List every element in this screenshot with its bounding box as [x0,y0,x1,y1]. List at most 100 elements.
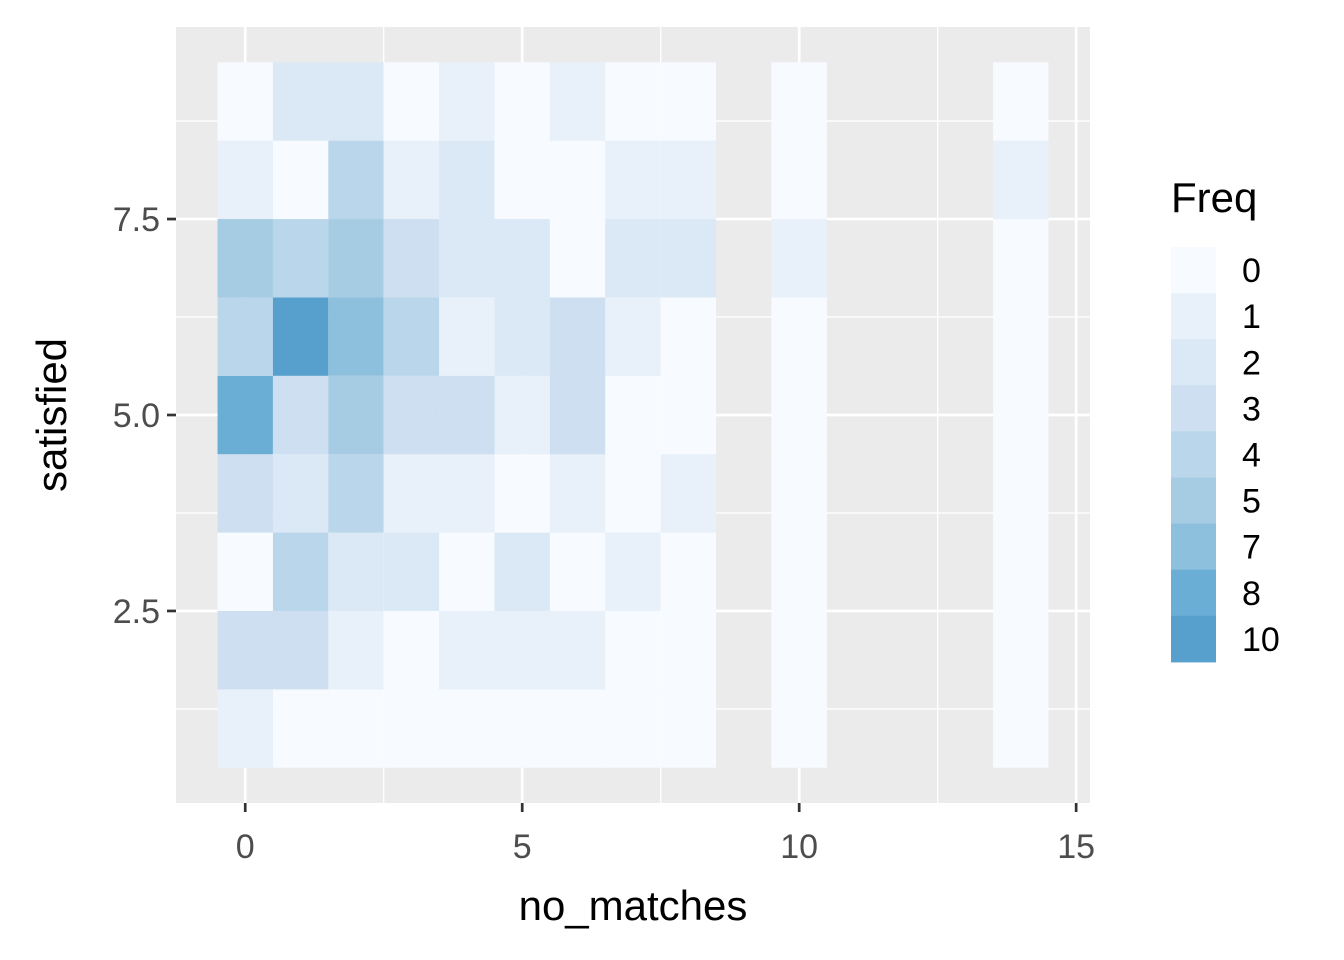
heatmap-cell [328,454,384,533]
heatmap-cell [272,297,329,376]
heatmap-cell [494,62,550,141]
heatmap-cell [272,610,329,690]
heatmap-cell [494,219,550,298]
heatmap-cell [328,610,384,690]
heatmap-cell [217,532,273,611]
heatmap-cell [439,689,495,768]
heatmap-cell [439,219,495,298]
heatmap-cell [494,140,550,220]
heatmap-cell [383,140,440,220]
legend-key [1171,569,1216,617]
heatmap-cell [771,454,827,533]
heatmap-cell [217,62,273,141]
heatmap-cell [383,610,440,690]
heatmap-cell [272,140,329,220]
heatmap-cell [549,610,606,690]
heatmap-cell [272,454,329,533]
heatmap-cell [439,140,495,220]
heatmap-cell [549,375,606,455]
heatmap-cell [660,219,717,298]
y-tick-label: 5.0 [113,397,160,435]
heatmap-cell [771,140,827,220]
heatmap-cell [549,689,606,768]
legend-key [1171,293,1216,340]
heatmap-cell [383,454,440,533]
heatmap-cell [328,219,384,298]
heatmap-cell [771,219,827,298]
heatmap-cell [439,375,495,455]
heatmap-cell [217,689,273,768]
heatmap-cell [439,297,495,376]
heatmap-cell [494,689,550,768]
heatmap-cell [605,62,661,141]
heatmap-cell [217,610,273,690]
legend-keys: 0 1 2 3 4 5 7 8 10 [1171,247,1280,663]
heatmap-cell [272,532,329,611]
x-axis-title: no_matches [519,882,748,929]
heatmap-cell [217,454,273,533]
heatmap-cell [272,375,329,455]
y-tick-label: 7.5 [113,201,160,239]
heatmap-cell [383,297,440,376]
heatmap-cell [660,375,717,455]
heatmap-cell [272,219,329,298]
heatmap-cell [549,532,606,611]
heatmap-cell [993,454,1049,533]
y-tick-label: 2.5 [113,593,160,631]
heatmap-cell [771,689,827,768]
heatmap-cell [217,140,273,220]
heatmap-cell [549,62,606,141]
heatmap-cell [771,532,827,611]
heatmap-cell [605,610,661,690]
heatmap-cell [494,454,550,533]
legend-key [1171,431,1216,478]
heatmap-cell [993,297,1049,376]
heatmap-cell [993,689,1049,768]
heatmap-cell [993,610,1049,690]
heatmap-cell [660,454,717,533]
heatmap-cell [993,532,1049,611]
legend-key [1171,523,1216,571]
legend-label: 1 [1242,298,1261,336]
heatmap-cell [605,140,661,220]
heatmap-cell [217,219,273,298]
heatmap-cell [771,610,827,690]
x-tick-label: 5 [513,828,532,866]
legend-label: 0 [1242,252,1261,290]
heatmap-cell [383,532,440,611]
heatmap-cell [771,62,827,141]
legend-key [1171,385,1216,432]
legend-label: 3 [1242,390,1261,428]
heatmap-cell [328,689,384,768]
heatmap-cell [660,610,717,690]
y-axis-title: satisfied [28,338,75,492]
legend-key [1171,247,1216,294]
heatmap-cell [660,297,717,376]
legend: Freq 0 1 2 3 4 5 7 8 10 [1171,174,1280,663]
heatmap-cell [328,297,384,376]
legend-label: 5 [1242,483,1261,521]
heatmap-cell [605,454,661,533]
heatmap-cell [272,62,329,141]
heatmap-cell [660,532,717,611]
heatmap-cell [439,532,495,611]
heatmap-cell [771,375,827,455]
heatmap-cell [328,140,384,220]
heatmap-cell [217,375,273,455]
legend-key [1171,339,1216,386]
heatmap-cell [605,532,661,611]
heatmap-cell [328,375,384,455]
legend-label: 8 [1242,575,1261,613]
heatmap-cell [549,454,606,533]
heatmap-cell [328,532,384,611]
legend-label: 10 [1242,621,1280,659]
heatmap-cell [494,610,550,690]
heatmap-cell [605,689,661,768]
heatmap-cell [217,297,273,376]
heatmap-cell [993,62,1049,141]
heatmap-cell [439,62,495,141]
heatmap-cell [439,454,495,533]
legend-label: 7 [1242,529,1261,567]
heatmap-cell [383,375,440,455]
heatmap-cell [993,219,1049,298]
